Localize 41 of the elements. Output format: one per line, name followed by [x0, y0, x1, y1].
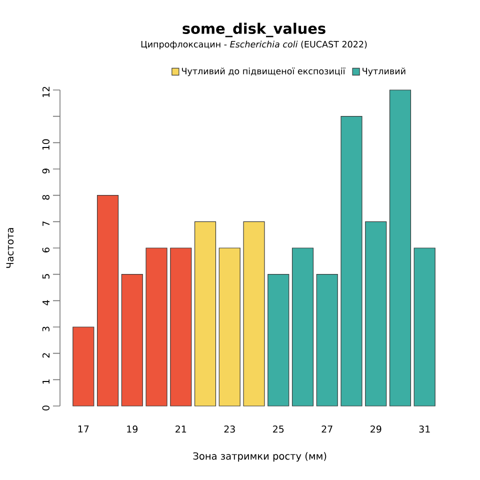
y-tick-label: 8: [42, 194, 50, 200]
y-tick-label: 0: [42, 406, 50, 410]
x-tick-label: 27: [322, 426, 332, 433]
y-tick-label: 6: [42, 248, 50, 252]
bar: [243, 221, 265, 406]
x-tick-label: 19: [127, 426, 138, 433]
bar: [121, 274, 143, 406]
x-tick-label: 23: [224, 426, 235, 433]
x-tick-label: 25: [273, 426, 284, 433]
bar: [316, 274, 338, 406]
y-tick-label: 10: [42, 139, 50, 150]
x-tick-label: 21: [176, 426, 186, 433]
bar: [96, 195, 119, 406]
bar: [389, 90, 412, 406]
bar: [292, 248, 314, 406]
bar: [365, 221, 387, 406]
chart-title: some_disk_values: [182, 22, 326, 38]
y-axis-title: Частота: [6, 228, 14, 268]
y-tick-label: 5: [42, 274, 50, 279]
bar: [146, 248, 168, 406]
y-tick-label: 4: [42, 300, 50, 306]
bar: [268, 274, 290, 406]
y-tick-label: 7: [42, 221, 50, 226]
x-tick-label: 29: [370, 426, 382, 433]
bar: [340, 116, 362, 406]
y-tick-label: 3: [42, 326, 50, 332]
legend-label: Чутливий: [362, 68, 406, 76]
y-tick-label: 9: [42, 168, 50, 174]
y-tick-label: 1: [42, 380, 50, 384]
x-tick-label: 17: [78, 426, 89, 432]
x-tick-label: 31: [419, 426, 430, 433]
bar: [414, 248, 436, 406]
y-tick-label: 2: [42, 353, 50, 358]
chart-subtitle: Ципрофлоксацин - Escherichia coli (EUCAST 2022): [141, 40, 367, 50]
x-axis-title: Зона затримки росту (мм): [193, 452, 326, 462]
bar: [218, 248, 240, 406]
bar: [194, 221, 216, 406]
bar: [72, 326, 94, 406]
legend-label: Чутливий до підвищеної експозиції: [182, 68, 346, 76]
y-tick-label: 12: [42, 86, 50, 97]
bar: [170, 248, 192, 406]
